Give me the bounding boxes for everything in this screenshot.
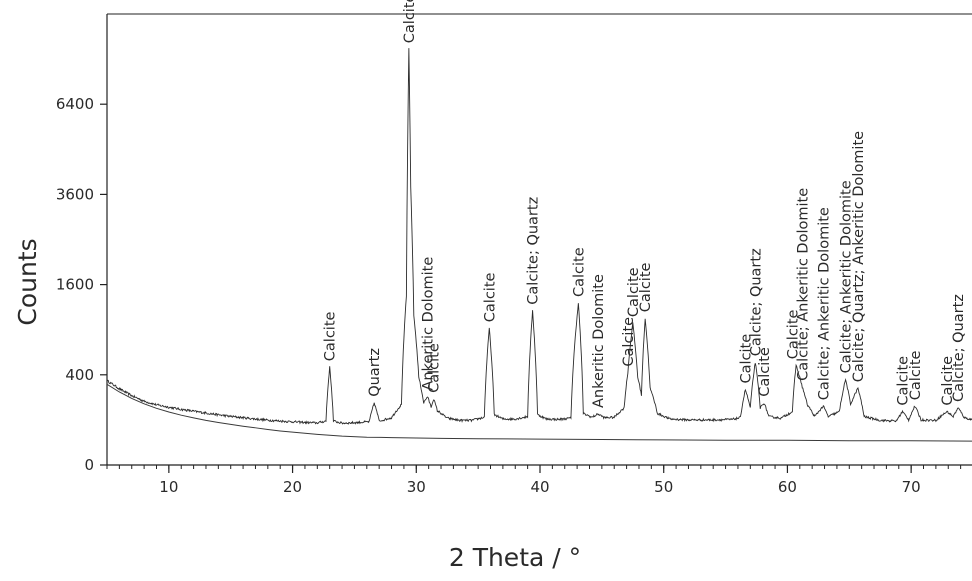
peak-annotation: Calcite; Quartz; Ankeritic Dolomite	[851, 131, 867, 382]
y-tick-label: 1600	[56, 276, 94, 294]
peak-annotation: Calcite; Quartz	[748, 248, 764, 356]
series-measured-pattern	[107, 48, 972, 425]
peak-annotation: Calcite; Ankeritic Dolomite	[795, 188, 811, 381]
x-tick-label: 10	[159, 478, 178, 496]
y-axis-title: Counts	[13, 238, 42, 325]
y-tick-label: 6400	[56, 95, 94, 113]
peak-annotation: Calcite	[621, 317, 637, 367]
peak-annotation: Calcite; Quartz	[526, 197, 542, 305]
series-background	[107, 383, 972, 442]
peak-annotation: Calcite; Ankeritic Dolomite	[839, 180, 855, 373]
x-tick-label: 40	[530, 478, 549, 496]
x-axis-title: 2 Theta / °	[449, 543, 581, 572]
peak-annotation: Ankeritic Dolomite	[591, 274, 607, 408]
peak-annotation: Calcite	[785, 309, 801, 359]
peak-annotation: Calcite	[402, 0, 418, 43]
peak-annotation: Calcite; Ankeritic Dolomite	[816, 207, 832, 400]
y-tick-label: 3600	[56, 185, 94, 203]
peak-annotation: Calcite; Quartz	[951, 294, 967, 402]
peak-annotation: Calcite	[482, 272, 498, 322]
peak-annotation: Quartz	[367, 348, 383, 397]
x-tick-label: 50	[654, 478, 673, 496]
x-tick-label: 20	[283, 478, 302, 496]
y-tick-label: 0	[84, 456, 94, 474]
peak-annotation: Calcite	[940, 356, 956, 406]
peak-annotation: Calcite	[427, 343, 443, 393]
peak-annotation: Calcite	[571, 247, 587, 297]
x-tick-label: 60	[778, 478, 797, 496]
peak-annotation: Calcite	[908, 350, 924, 400]
peak-annotation: Calcite	[638, 262, 654, 312]
peak-annotation: Calcite	[757, 347, 773, 397]
peak-annotation: Calcite	[738, 334, 754, 384]
peak-annotation: Ankeritic Dolomite	[420, 257, 436, 391]
peak-annotation: Calcite	[626, 267, 642, 317]
y-tick-label: 400	[65, 366, 94, 384]
peak-annotation: Calcite	[896, 356, 912, 406]
x-tick-label: 70	[902, 478, 921, 496]
x-tick-label: 30	[407, 478, 426, 496]
peak-annotation: Calcite	[323, 311, 339, 361]
